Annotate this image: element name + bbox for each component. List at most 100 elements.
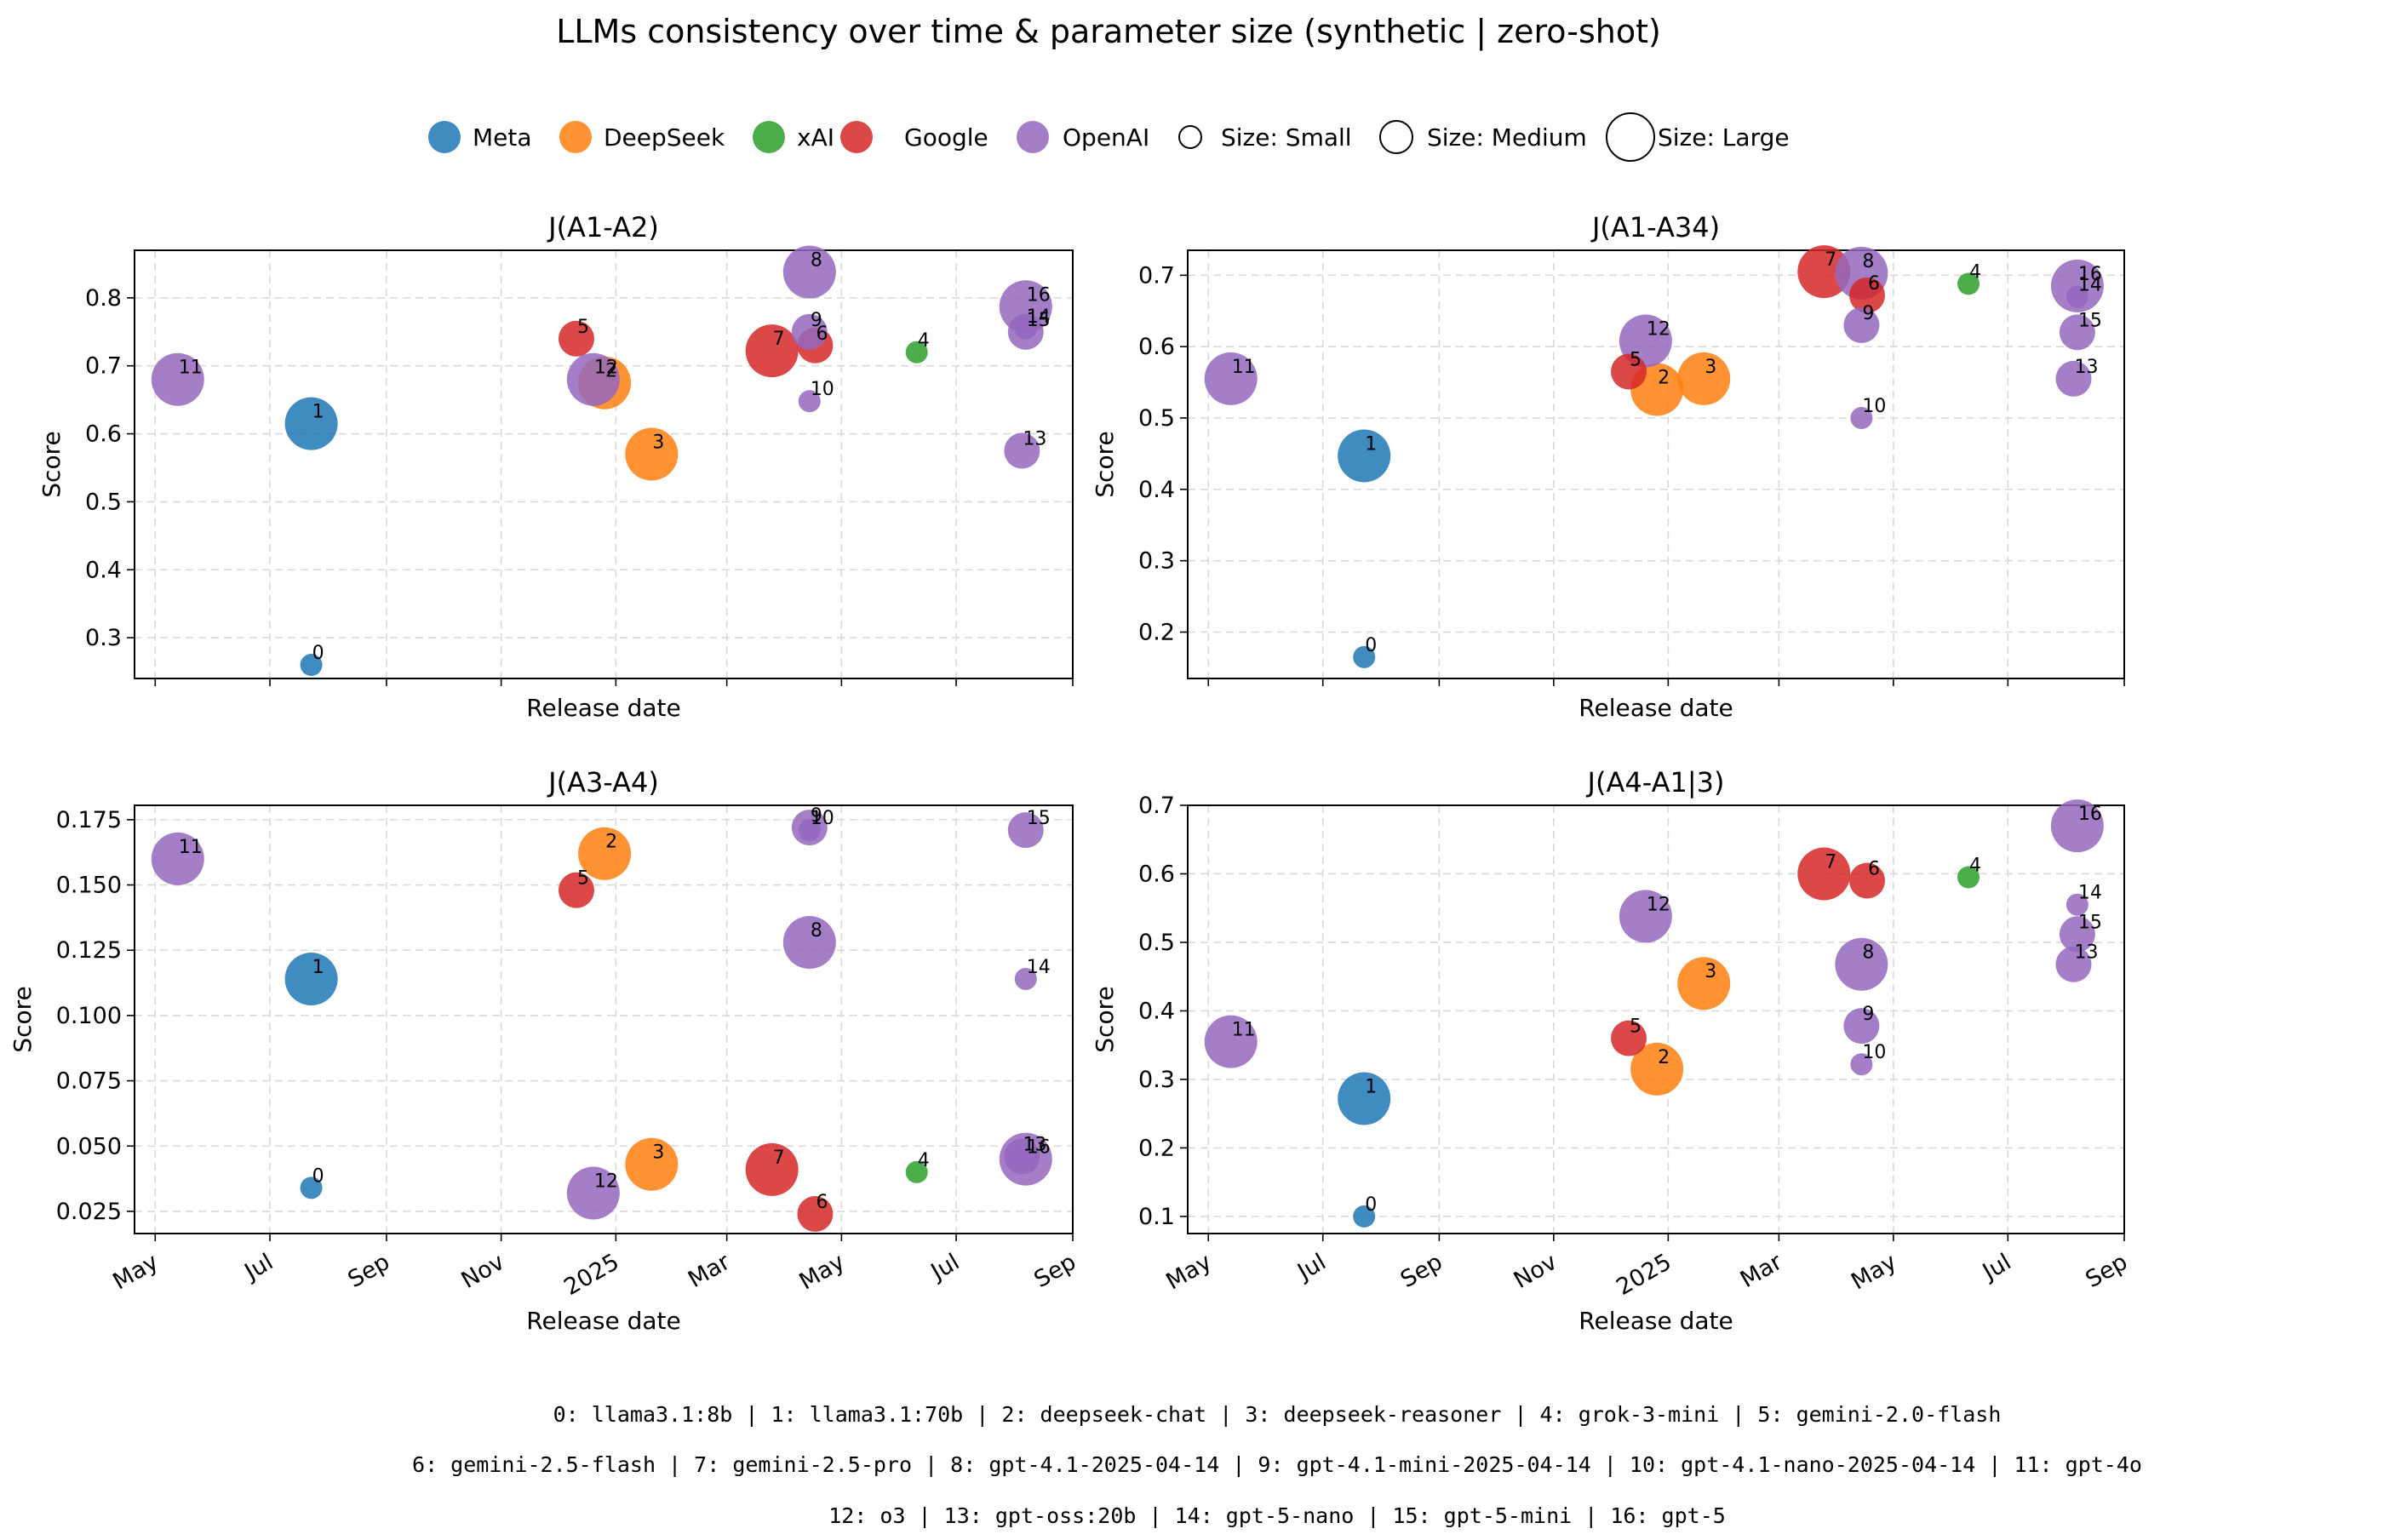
x-tick-label: Nov <box>1510 1249 1561 1294</box>
legend-item-size-small: Size: Small <box>1178 123 1352 152</box>
data-point-4 <box>1957 272 1980 295</box>
data-point-4 <box>905 341 928 364</box>
legend: Meta DeepSeek xAI Google OpenAI Size: Small Si… <box>428 112 1790 162</box>
x-axis-label: Release date <box>526 694 680 722</box>
point-label-15: 15 <box>1027 310 1051 331</box>
data-point-13 <box>2055 946 2092 982</box>
data-point-10 <box>1850 407 1873 430</box>
data-point-11 <box>1204 352 1258 405</box>
data-point-4 <box>1957 866 1980 889</box>
point-label-16: 16 <box>1027 1137 1051 1159</box>
data-point-6 <box>1848 862 1885 899</box>
x-tick-label: Jul <box>239 1249 278 1286</box>
point-label-6: 6 <box>816 1192 828 1213</box>
point-label-3: 3 <box>652 432 664 454</box>
data-point-0 <box>1353 1205 1376 1228</box>
data-point-6 <box>797 1195 834 1232</box>
plot-frame <box>134 804 1074 1234</box>
data-point-11 <box>1204 1015 1258 1068</box>
y-tick-label: 0.2 <box>1138 1135 1175 1161</box>
panel-4: May Jul Sep Nov 2025 Mar May Jul Sep 0.1 0.2 0.3 0.4… <box>1091 766 2132 1335</box>
legend-size-marker <box>1379 120 1413 154</box>
y-tick-label: 0.5 <box>1138 930 1175 956</box>
point-label-1: 1 <box>312 402 324 423</box>
point-label-9: 9 <box>811 310 822 331</box>
data-point-3 <box>1677 957 1731 1010</box>
y-tick-label: 0.4 <box>1138 998 1175 1024</box>
legend-label: xAI <box>797 123 834 152</box>
data-point-7 <box>745 1142 799 1196</box>
point-label-6: 6 <box>816 323 828 345</box>
point-label-9: 9 <box>1862 303 1874 324</box>
data-point-9 <box>1843 1008 1880 1045</box>
data-point-2 <box>578 827 632 880</box>
data-point-4 <box>905 1160 928 1183</box>
x-tick-label: Jul <box>1292 1249 1330 1286</box>
x-tick-label: May <box>1162 1249 1217 1296</box>
point-label-2: 2 <box>1658 1047 1670 1068</box>
x-tick-label: 2025 <box>559 1249 623 1301</box>
point-label-7: 7 <box>1825 851 1836 873</box>
panel-1: 0.3 0.4 0.5 0.6 0.7 0.8 J(A1-A2) Release date Sc… <box>37 211 1074 722</box>
point-label-9: 9 <box>811 805 822 827</box>
y-tick-label: 0.025 <box>56 1199 122 1225</box>
data-point-9 <box>1843 307 1880 344</box>
data-point-7 <box>1797 847 1851 901</box>
y-tick-label: 0.175 <box>56 807 122 833</box>
point-label-14: 14 <box>1027 306 1051 328</box>
data-point-8 <box>782 245 836 299</box>
point-label-14: 14 <box>1027 957 1051 978</box>
legend-item-size-large: Size: Large <box>1606 112 1790 162</box>
data-point-1 <box>1338 1072 1391 1125</box>
point-label-4: 4 <box>1969 856 1981 877</box>
point-label-12: 12 <box>594 358 618 379</box>
legend-size-marker <box>1606 112 1655 162</box>
x-tick-label: Sep <box>1396 1249 1447 1293</box>
point-label-10: 10 <box>811 379 834 400</box>
point-label-7: 7 <box>773 329 785 350</box>
data-point-9 <box>791 313 828 350</box>
point-label-9: 9 <box>1862 1004 1874 1025</box>
x-tick-label: Mar <box>684 1248 735 1293</box>
point-label-2: 2 <box>605 361 617 382</box>
point-label-15: 15 <box>2078 912 2102 933</box>
point-label-16: 16 <box>2078 804 2102 825</box>
point-label-8: 8 <box>811 920 822 942</box>
data-point-15 <box>1007 812 1044 849</box>
panel-3: May Jul Sep Nov 2025 Mar May Jul Sep 0.025 0.050 0.… <box>9 766 1080 1335</box>
point-label-12: 12 <box>1647 894 1670 915</box>
y-tick-label: 0.7 <box>85 353 122 380</box>
point-label-4: 4 <box>918 1150 930 1171</box>
panel-title: J(A1-A2) <box>547 211 659 243</box>
x-tick-label: 2025 <box>1612 1249 1676 1301</box>
y-tick-label: 0.4 <box>1138 477 1175 503</box>
data-point-14 <box>1014 967 1037 990</box>
y-axis-label: Score <box>1091 986 1119 1052</box>
point-label-12: 12 <box>594 1171 618 1192</box>
y-axis-label: Score <box>9 986 37 1052</box>
data-point-0 <box>300 1176 323 1199</box>
point-label-5: 5 <box>577 868 589 890</box>
point-label-12: 12 <box>1647 318 1670 340</box>
point-label-11: 11 <box>179 837 203 858</box>
figure-title: LLMs consistency over time & parameter s… <box>556 13 1661 51</box>
y-tick-label: 0.8 <box>85 285 122 312</box>
x-tick-label: May <box>109 1249 163 1296</box>
y-tick-label: 0.6 <box>85 421 122 448</box>
legend-label: Size: Small <box>1221 123 1352 152</box>
y-tick-label: 0.7 <box>1138 262 1175 289</box>
x-tick-label: Jul <box>1977 1249 2015 1286</box>
data-point-1 <box>1338 429 1391 483</box>
y-tick-label: 0.050 <box>56 1133 122 1159</box>
data-point-8 <box>782 916 836 970</box>
point-label-1: 1 <box>312 957 324 978</box>
point-label-13: 13 <box>1023 1135 1046 1156</box>
legend-label: Meta <box>473 123 532 152</box>
data-point-1 <box>284 397 338 450</box>
x-axis-label: Release date <box>1579 1307 1733 1335</box>
data-point-13 <box>1004 432 1040 469</box>
point-label-8: 8 <box>811 250 822 272</box>
